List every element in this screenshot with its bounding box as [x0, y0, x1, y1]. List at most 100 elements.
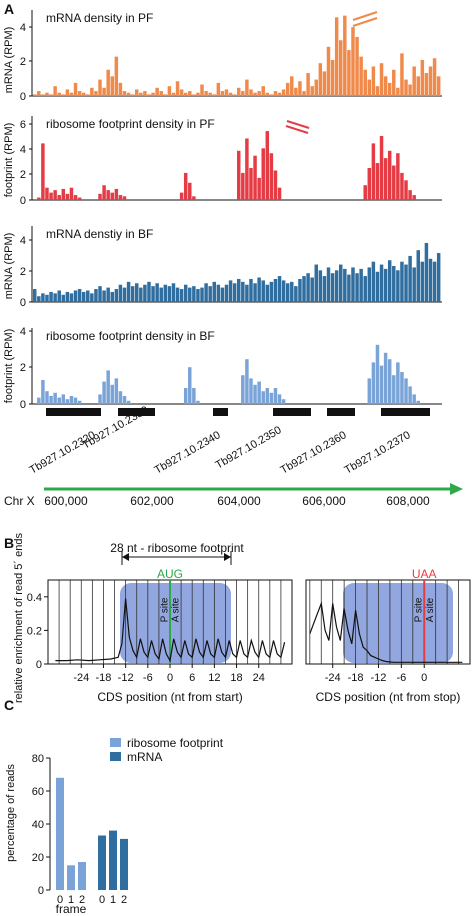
- metagene-plots: relative enrichment of read 5´ ends AUG P…: [13, 533, 471, 704]
- coverage-bar: [126, 281, 131, 302]
- coverage-bar: [147, 281, 151, 302]
- coverage-bar: [175, 287, 180, 302]
- coverage-bar: [196, 92, 200, 96]
- coverage-bar: [241, 281, 245, 302]
- coverage-bar: [86, 94, 90, 96]
- coverage-bar: [379, 365, 384, 404]
- coverage-bar: [90, 87, 94, 96]
- coverage-bar: [392, 165, 396, 200]
- coordinate-label: 606,000: [302, 494, 346, 508]
- coverage-bar: [98, 394, 102, 404]
- coverage-bar: [245, 284, 249, 302]
- coverage-bar: [37, 296, 41, 302]
- x-tick-label: -18: [96, 672, 112, 684]
- coverage-bar: [77, 289, 82, 302]
- y-tick-label: 2: [20, 362, 26, 374]
- coverage-bar: [379, 63, 384, 96]
- coverage-bar: [155, 87, 159, 96]
- coverage-bar: [49, 192, 53, 200]
- x-tick-label: -18: [348, 672, 364, 684]
- frame-bar: [109, 830, 117, 890]
- coverage-bar: [408, 190, 412, 200]
- coverage-bar: [412, 394, 416, 404]
- coverage-bar: [77, 91, 82, 96]
- footprint-span-arrowhead-right: [224, 553, 231, 561]
- coverage-bar: [383, 158, 388, 200]
- coverage-bar: [102, 87, 106, 96]
- coverage-bar: [53, 190, 57, 200]
- coverage-bar: [147, 94, 151, 96]
- coverage-bar: [122, 196, 127, 200]
- coverage-bar: [273, 278, 278, 302]
- coverage-bar: [200, 84, 204, 96]
- x-tick-label: -6: [396, 672, 406, 684]
- coverage-bar: [408, 84, 412, 96]
- gene-block: [213, 408, 228, 416]
- coverage-bar: [355, 273, 359, 302]
- coverage-bar: [139, 287, 143, 302]
- coverage-bar: [212, 94, 216, 96]
- coverage-bar: [269, 281, 274, 302]
- coverage-bar: [285, 82, 290, 96]
- coverage-bar: [261, 280, 265, 302]
- coverage-bar: [102, 381, 106, 404]
- coverage-bar: [118, 391, 123, 404]
- coverage-bar: [375, 86, 380, 96]
- coverage-bar: [102, 290, 106, 302]
- track-title: ribosome footprint density in BF: [46, 329, 215, 343]
- coverage-bar: [106, 69, 110, 96]
- y-tick-label: 0: [20, 91, 26, 103]
- coverage-bar: [326, 46, 331, 96]
- coverage-bar: [118, 195, 123, 200]
- coverage-bar: [412, 195, 416, 200]
- y-tick-label: 0: [20, 195, 26, 207]
- coordinate-label: 608,000: [386, 494, 430, 508]
- chromosome-label: Chr X: [4, 494, 35, 508]
- coverage-bar: [110, 76, 114, 96]
- coverage-bar: [114, 378, 119, 404]
- coverage-bar: [420, 261, 425, 302]
- coverage-bar: [126, 92, 131, 96]
- panel-label-b: B: [4, 535, 14, 551]
- coverage-bar: [432, 58, 437, 96]
- coverage-bar: [416, 400, 420, 404]
- coverage-bar: [73, 195, 78, 200]
- coverage-bar: [183, 388, 188, 404]
- frame-category-label: 0: [99, 894, 105, 906]
- y-tick-label: 0: [20, 399, 26, 411]
- coverage-bar: [73, 290, 78, 302]
- coverage-bar: [216, 82, 221, 96]
- coverage-bar: [318, 270, 323, 302]
- coverage-bar: [37, 197, 41, 200]
- coverage-bar: [114, 289, 119, 302]
- coverage-bar: [61, 294, 66, 302]
- coverage-bar: [265, 92, 270, 96]
- enrichment-line: [55, 598, 286, 663]
- coverage-bar: [294, 286, 298, 302]
- frame-bar: [67, 865, 75, 891]
- coverage-bar: [196, 400, 200, 404]
- coverage-bar: [151, 92, 155, 96]
- coverage-tracks: 0 2 4 mRNA (RPM) mRNA density in PF 0 2 4 6 footp…: [3, 10, 442, 411]
- coverage-bar: [118, 284, 123, 302]
- coverage-bar: [273, 388, 278, 404]
- coverage-bar: [69, 92, 74, 96]
- x-tick-label: -6: [143, 672, 153, 684]
- coverage-bar: [208, 92, 212, 96]
- coverage-bar: [318, 63, 323, 96]
- coverage-bar: [106, 370, 110, 404]
- coverage-bar: [290, 281, 294, 302]
- coverage-bar: [232, 283, 237, 302]
- coverage-bar: [343, 268, 347, 302]
- coverage-bar: [408, 255, 412, 302]
- coverage-bar: [392, 69, 396, 96]
- coverage-bar: [65, 89, 70, 96]
- coverage-bar: [179, 89, 184, 96]
- coverage-bar: [253, 283, 257, 302]
- coverage-bar: [294, 87, 298, 96]
- coverage-bar: [151, 286, 155, 302]
- coverage-bar: [212, 281, 216, 302]
- coverage-bar: [351, 27, 355, 96]
- gene-block: [118, 408, 155, 416]
